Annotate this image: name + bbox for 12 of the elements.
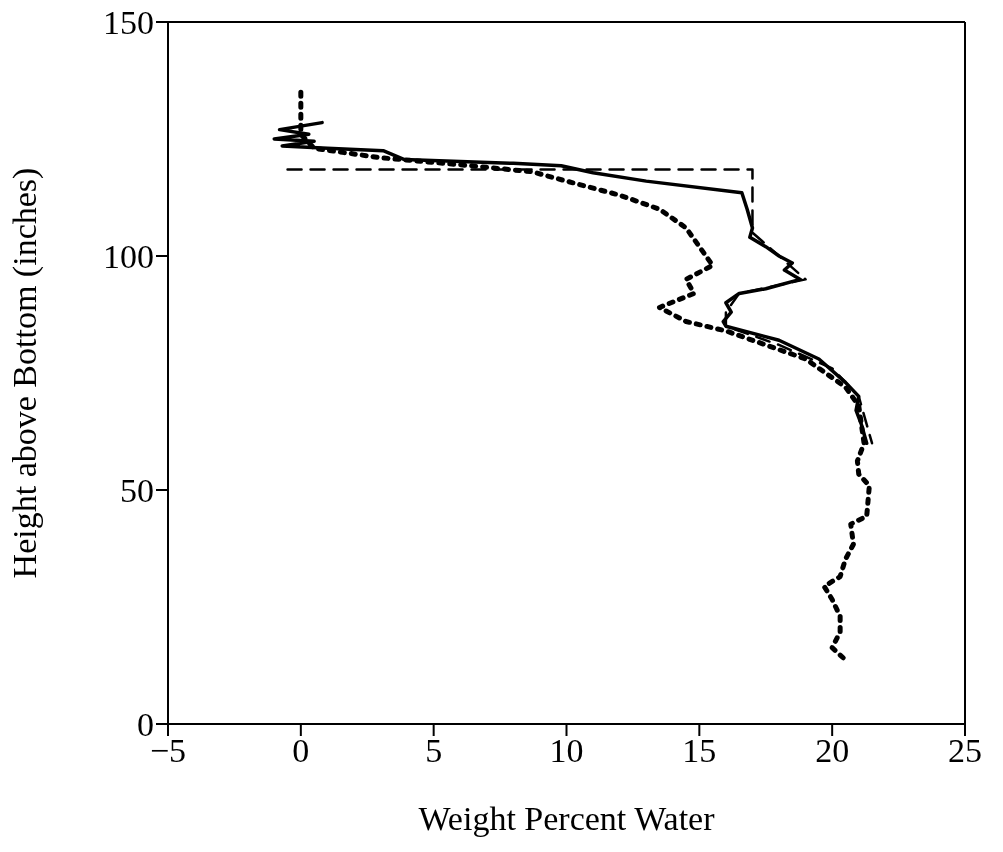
x-tick-label: 0 (292, 732, 310, 770)
x-tick-label: 5 (425, 732, 443, 770)
x-tick-label: 10 (549, 732, 584, 770)
y-axis-title: Height above Bottom (inches) (6, 167, 45, 579)
y-tick-label: 150 (103, 4, 154, 42)
x-tick-label: 20 (815, 732, 850, 770)
y-tick-label: 100 (103, 238, 154, 276)
y-tick-label: 50 (120, 472, 154, 510)
x-tick-label: 25 (948, 732, 982, 770)
y-tick-label: 0 (137, 706, 154, 744)
x-axis-title: Weight Percent Water (418, 800, 716, 837)
x-tick-label: 15 (682, 732, 717, 770)
